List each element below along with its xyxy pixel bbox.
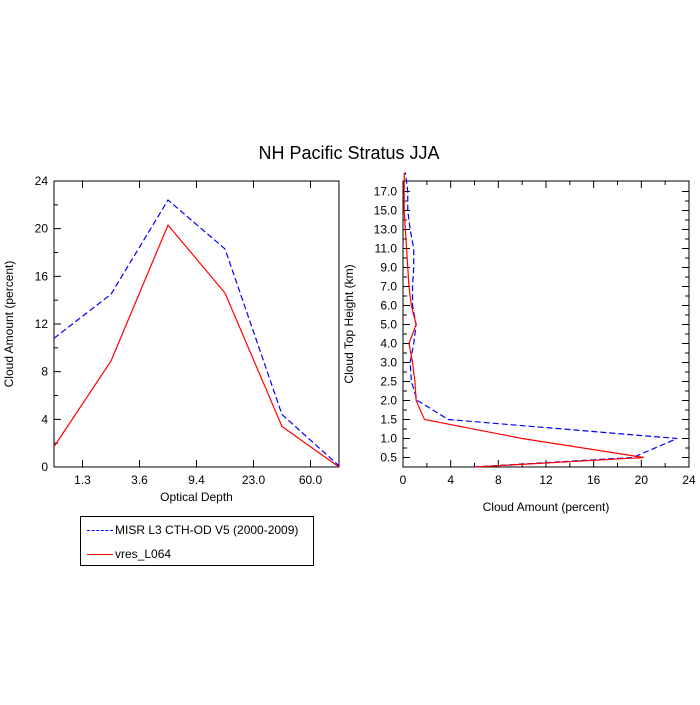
legend-swatch-model	[87, 554, 113, 555]
right-y-tick-label: 15.0	[374, 204, 398, 218]
left-y-axis-label: Cloud Amount (percent)	[2, 261, 16, 388]
right-series-model-line	[403, 172, 644, 468]
left-y-tick-label: 20	[35, 222, 49, 236]
right-y-tick-label: 3.0	[380, 356, 397, 370]
left-x-tick-label: 60.0	[299, 473, 323, 487]
left-x-tick-label: 9.4	[188, 473, 205, 487]
right-y-tick-label: 6.0	[380, 299, 397, 313]
legend-label-obs: MISR L3 CTH-OD V5 (2000-2009)	[115, 523, 299, 537]
right-x-tick-label: 8	[495, 473, 502, 487]
left-y-tick-label: 16	[35, 269, 49, 283]
right-y-axis-label: Cloud Top Height (km)	[342, 264, 356, 383]
right-x-tick-label: 0	[400, 473, 407, 487]
right-series-obs-line	[404, 172, 678, 468]
legend-item-obs: MISR L3 CTH-OD V5 (2000-2009)	[81, 519, 313, 543]
right-x-tick-label: 20	[635, 473, 649, 487]
right-y-tick-label: 7.0	[380, 280, 397, 294]
right-y-tick-label: 2.5	[380, 375, 397, 389]
left-x-axis-label: Optical Depth	[160, 490, 233, 504]
legend-swatch-obs	[87, 530, 113, 531]
chart-title: NH Pacific Stratus JJA	[258, 143, 439, 163]
left-chart-optical-depth: 0 4 8 12 16 20 24 1.3 3.6 9.4 23.0 60.0 Optical Dept…	[2, 174, 340, 504]
right-y-tick-label: 5.0	[380, 318, 397, 332]
legend-item-model: vres_L064	[81, 543, 313, 567]
left-series-model-line	[53, 223, 340, 468]
right-y-tick-label: 1.0	[380, 432, 397, 446]
left-x-tick-label: 1.3	[74, 473, 91, 487]
legend-label-model: vres_L064	[115, 547, 172, 561]
right-y-tick-label: 17.0	[374, 185, 398, 199]
legend: MISR L3 CTH-OD V5 (2000-2009) vres_L064	[80, 516, 314, 566]
right-x-axis-label: Cloud Amount (percent)	[483, 500, 610, 514]
left-series-obs-line	[53, 199, 340, 467]
right-y-tick-label: 4.0	[380, 337, 397, 351]
right-y-tick-label: 0.5	[380, 451, 397, 465]
right-y-tick-label: 9.0	[380, 261, 397, 275]
right-y-tick-label: 2.0	[380, 394, 397, 408]
left-y-tick-label: 0	[41, 460, 48, 474]
right-chart-cloud-top-height: 0 4 8 12 16 20 24 0.5 1.0 1.5 2.0 2.5 3.0 4.0 5.0 6.0 7.…	[342, 172, 696, 514]
left-y-tick-label: 4	[41, 412, 48, 426]
right-y-tick-label: 13.0	[374, 223, 398, 237]
right-x-tick-label: 4	[447, 473, 454, 487]
left-x-tick-label: 23.0	[242, 473, 266, 487]
right-x-tick-label: 16	[587, 473, 601, 487]
left-y-tick-label: 24	[35, 174, 49, 188]
right-x-tick-label: 12	[539, 473, 553, 487]
left-x-tick-label: 3.6	[131, 473, 148, 487]
right-x-tick-label: 24	[682, 473, 696, 487]
left-y-tick-label: 12	[35, 317, 49, 331]
right-y-tick-label: 11.0	[375, 242, 398, 256]
left-y-tick-label: 8	[41, 365, 48, 379]
right-y-tick-label: 1.5	[380, 413, 397, 427]
